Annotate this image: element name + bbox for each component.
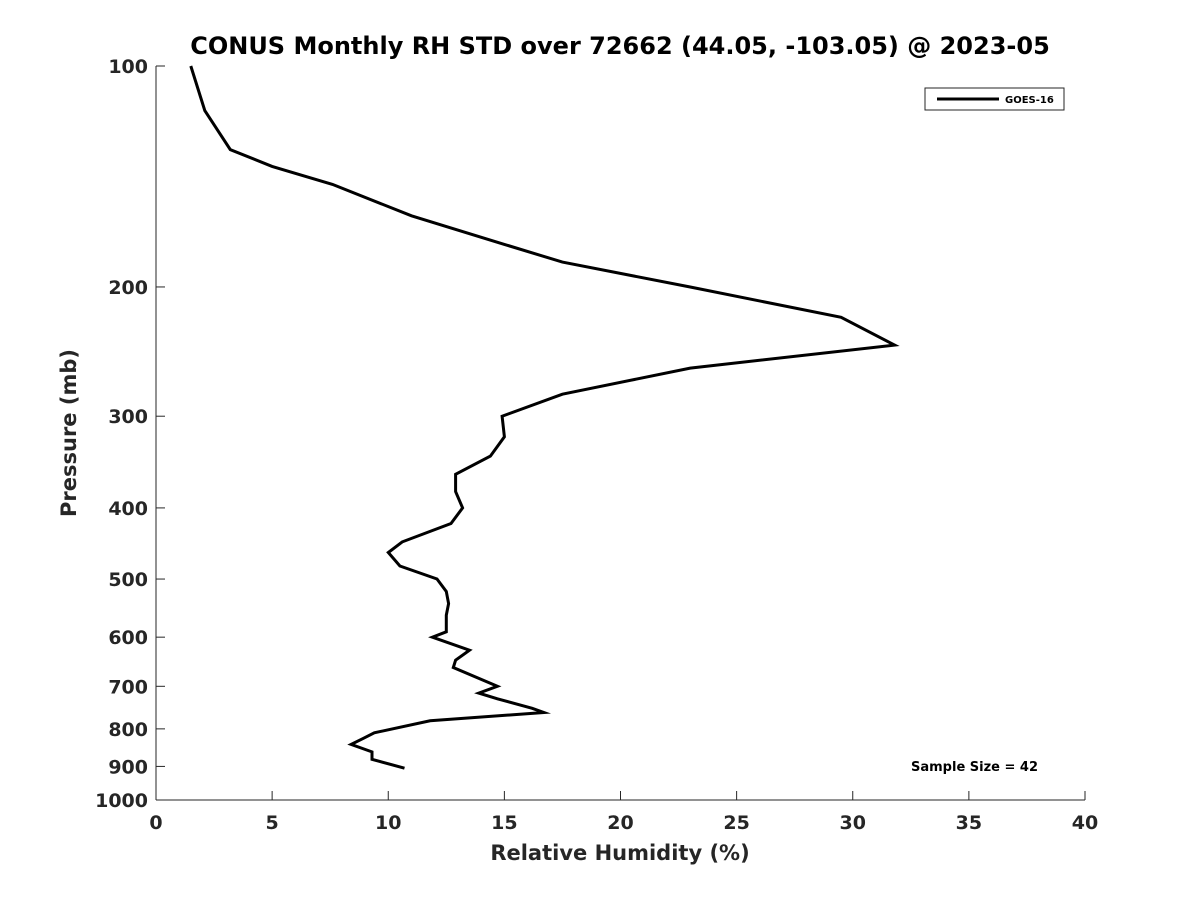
y-tick-label: 800 <box>108 719 148 741</box>
y-axis-label: Pressure (mb) <box>57 349 81 517</box>
y-tick-label: 900 <box>108 756 148 778</box>
y-ticks: 100 200 300 400 500 600 700 800 900 1000 <box>95 56 165 812</box>
sample-size-annotation: Sample Size = 42 <box>911 760 1038 775</box>
y-tick-label: 100 <box>108 56 148 78</box>
chart-title: CONUS Monthly RH STD over 72662 (44.05, … <box>190 32 1050 60</box>
series-line-goes-16 <box>189 65 900 770</box>
legend: GOES-16 <box>924 87 1065 111</box>
x-tick-label: 10 <box>375 812 401 834</box>
x-tick-label: 40 <box>1072 812 1098 834</box>
y-tick-label: 200 <box>108 277 148 299</box>
x-tick-label: 20 <box>607 812 633 834</box>
y-tick-label: 300 <box>108 406 148 428</box>
y-tick-label: 500 <box>108 569 148 591</box>
y-tick-label: 400 <box>108 498 148 520</box>
x-tick-label: 0 <box>149 812 162 834</box>
x-tick-label: 5 <box>266 812 279 834</box>
legend-label: GOES-16 <box>1005 95 1054 106</box>
y-tick-label: 600 <box>108 627 148 649</box>
x-tick-label: 35 <box>956 812 982 834</box>
x-tick-label: 25 <box>723 812 749 834</box>
x-ticks: 0 5 10 15 20 25 30 35 40 <box>149 791 1098 834</box>
y-tick-label: 700 <box>108 676 148 698</box>
x-tick-label: 30 <box>840 812 866 834</box>
x-tick-label: 15 <box>491 812 517 834</box>
x-axis-label: Relative Humidity (%) <box>490 841 749 865</box>
y-tick-label: 1000 <box>95 790 148 812</box>
